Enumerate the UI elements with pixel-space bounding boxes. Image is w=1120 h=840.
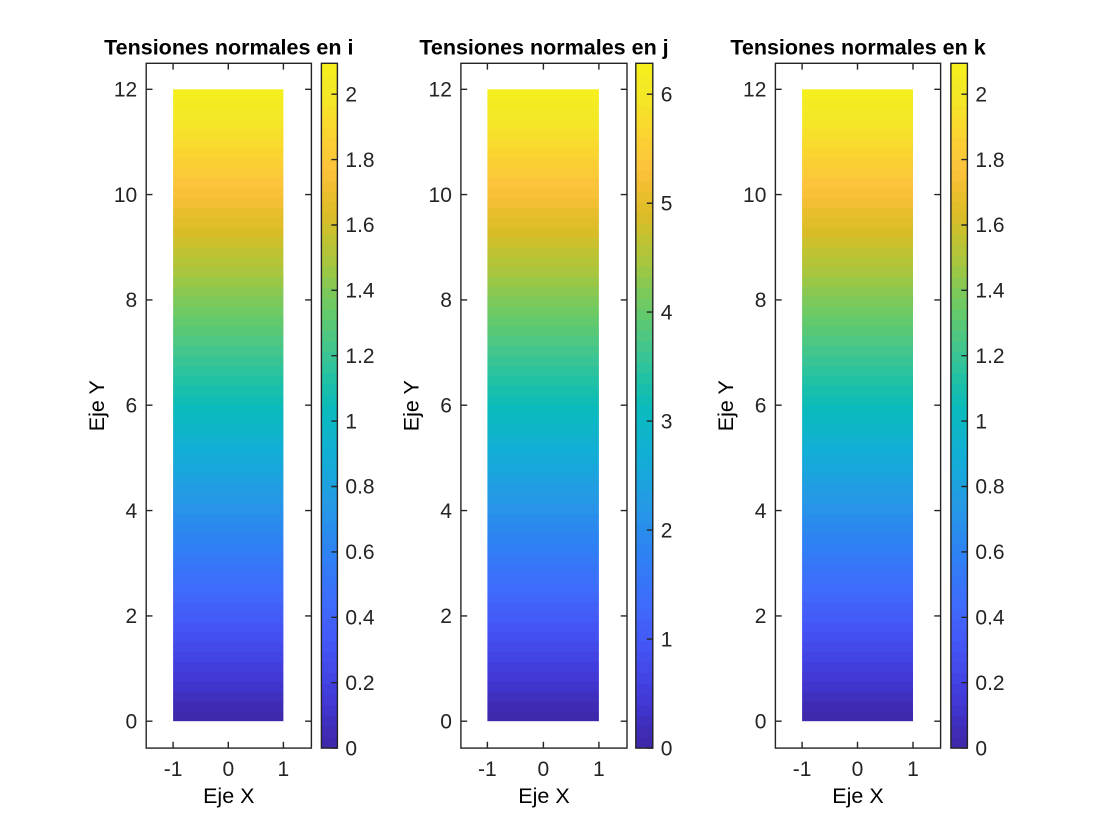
svg-text:10: 10 (429, 184, 452, 207)
svg-text:0: 0 (755, 710, 767, 733)
svg-text:1.8: 1.8 (345, 149, 374, 172)
svg-text:0.4: 0.4 (345, 607, 375, 630)
svg-text:Eje Y: Eje Y (400, 380, 424, 431)
svg-text:10: 10 (743, 184, 766, 207)
svg-text:0: 0 (440, 710, 452, 733)
svg-text:0: 0 (345, 737, 357, 760)
svg-text:0.8: 0.8 (345, 476, 374, 499)
svg-text:4: 4 (661, 301, 673, 324)
svg-text:2: 2 (126, 605, 138, 628)
svg-text:-1: -1 (793, 758, 812, 781)
svg-text:0.6: 0.6 (975, 541, 1004, 564)
svg-text:6: 6 (755, 394, 767, 417)
svg-text:1: 1 (593, 758, 605, 781)
svg-text:1.4: 1.4 (975, 280, 1005, 303)
svg-text:12: 12 (429, 79, 452, 102)
svg-text:4: 4 (440, 500, 452, 523)
svg-text:8: 8 (126, 289, 138, 312)
svg-text:1.4: 1.4 (345, 280, 375, 303)
svg-text:Eje Y: Eje Y (85, 380, 109, 431)
svg-text:0: 0 (538, 758, 550, 781)
svg-text:0: 0 (852, 758, 864, 781)
svg-text:8: 8 (755, 289, 767, 312)
svg-text:1: 1 (975, 410, 987, 433)
svg-text:Eje Y: Eje Y (714, 380, 738, 431)
svg-text:10: 10 (114, 184, 137, 207)
svg-text:2: 2 (755, 605, 767, 628)
svg-text:1: 1 (661, 628, 673, 651)
svg-text:3: 3 (661, 410, 673, 433)
svg-text:8: 8 (440, 289, 452, 312)
svg-text:12: 12 (114, 79, 137, 102)
svg-text:0.8: 0.8 (975, 476, 1004, 499)
svg-text:1.2: 1.2 (975, 345, 1004, 368)
svg-text:12: 12 (743, 79, 766, 102)
svg-text:6: 6 (126, 394, 138, 417)
svg-text:1.2: 1.2 (345, 345, 374, 368)
svg-text:6: 6 (661, 83, 673, 106)
svg-text:2: 2 (345, 83, 357, 106)
svg-text:1.6: 1.6 (975, 214, 1004, 237)
svg-text:1.6: 1.6 (345, 214, 374, 237)
svg-text:0: 0 (222, 758, 234, 781)
svg-text:-1: -1 (164, 758, 183, 781)
svg-text:1: 1 (907, 758, 919, 781)
svg-text:5: 5 (661, 192, 673, 215)
svg-text:4: 4 (755, 500, 767, 523)
svg-text:6: 6 (440, 394, 452, 417)
svg-text:4: 4 (126, 500, 138, 523)
svg-text:1: 1 (345, 410, 357, 433)
svg-text:0: 0 (975, 737, 987, 760)
svg-text:2: 2 (661, 519, 673, 542)
svg-text:1.8: 1.8 (975, 149, 1004, 172)
svg-text:0.6: 0.6 (345, 541, 374, 564)
svg-text:Eje X: Eje X (518, 784, 569, 808)
svg-text:Tensiones normales en j: Tensiones normales en j (419, 36, 668, 60)
svg-text:Eje X: Eje X (832, 784, 883, 808)
svg-text:-1: -1 (478, 758, 497, 781)
svg-text:Tensiones normales en k: Tensiones normales en k (730, 36, 985, 60)
svg-text:1: 1 (278, 758, 290, 781)
svg-text:0: 0 (661, 737, 673, 760)
svg-text:0: 0 (126, 710, 138, 733)
svg-text:0.4: 0.4 (975, 607, 1005, 630)
svg-text:2: 2 (440, 605, 452, 628)
svg-text:0.2: 0.2 (345, 672, 374, 695)
svg-text:Tensiones normales en i: Tensiones normales en i (104, 36, 353, 60)
svg-text:Eje X: Eje X (203, 784, 254, 808)
svg-text:2: 2 (975, 83, 987, 106)
svg-text:0.2: 0.2 (975, 672, 1004, 695)
